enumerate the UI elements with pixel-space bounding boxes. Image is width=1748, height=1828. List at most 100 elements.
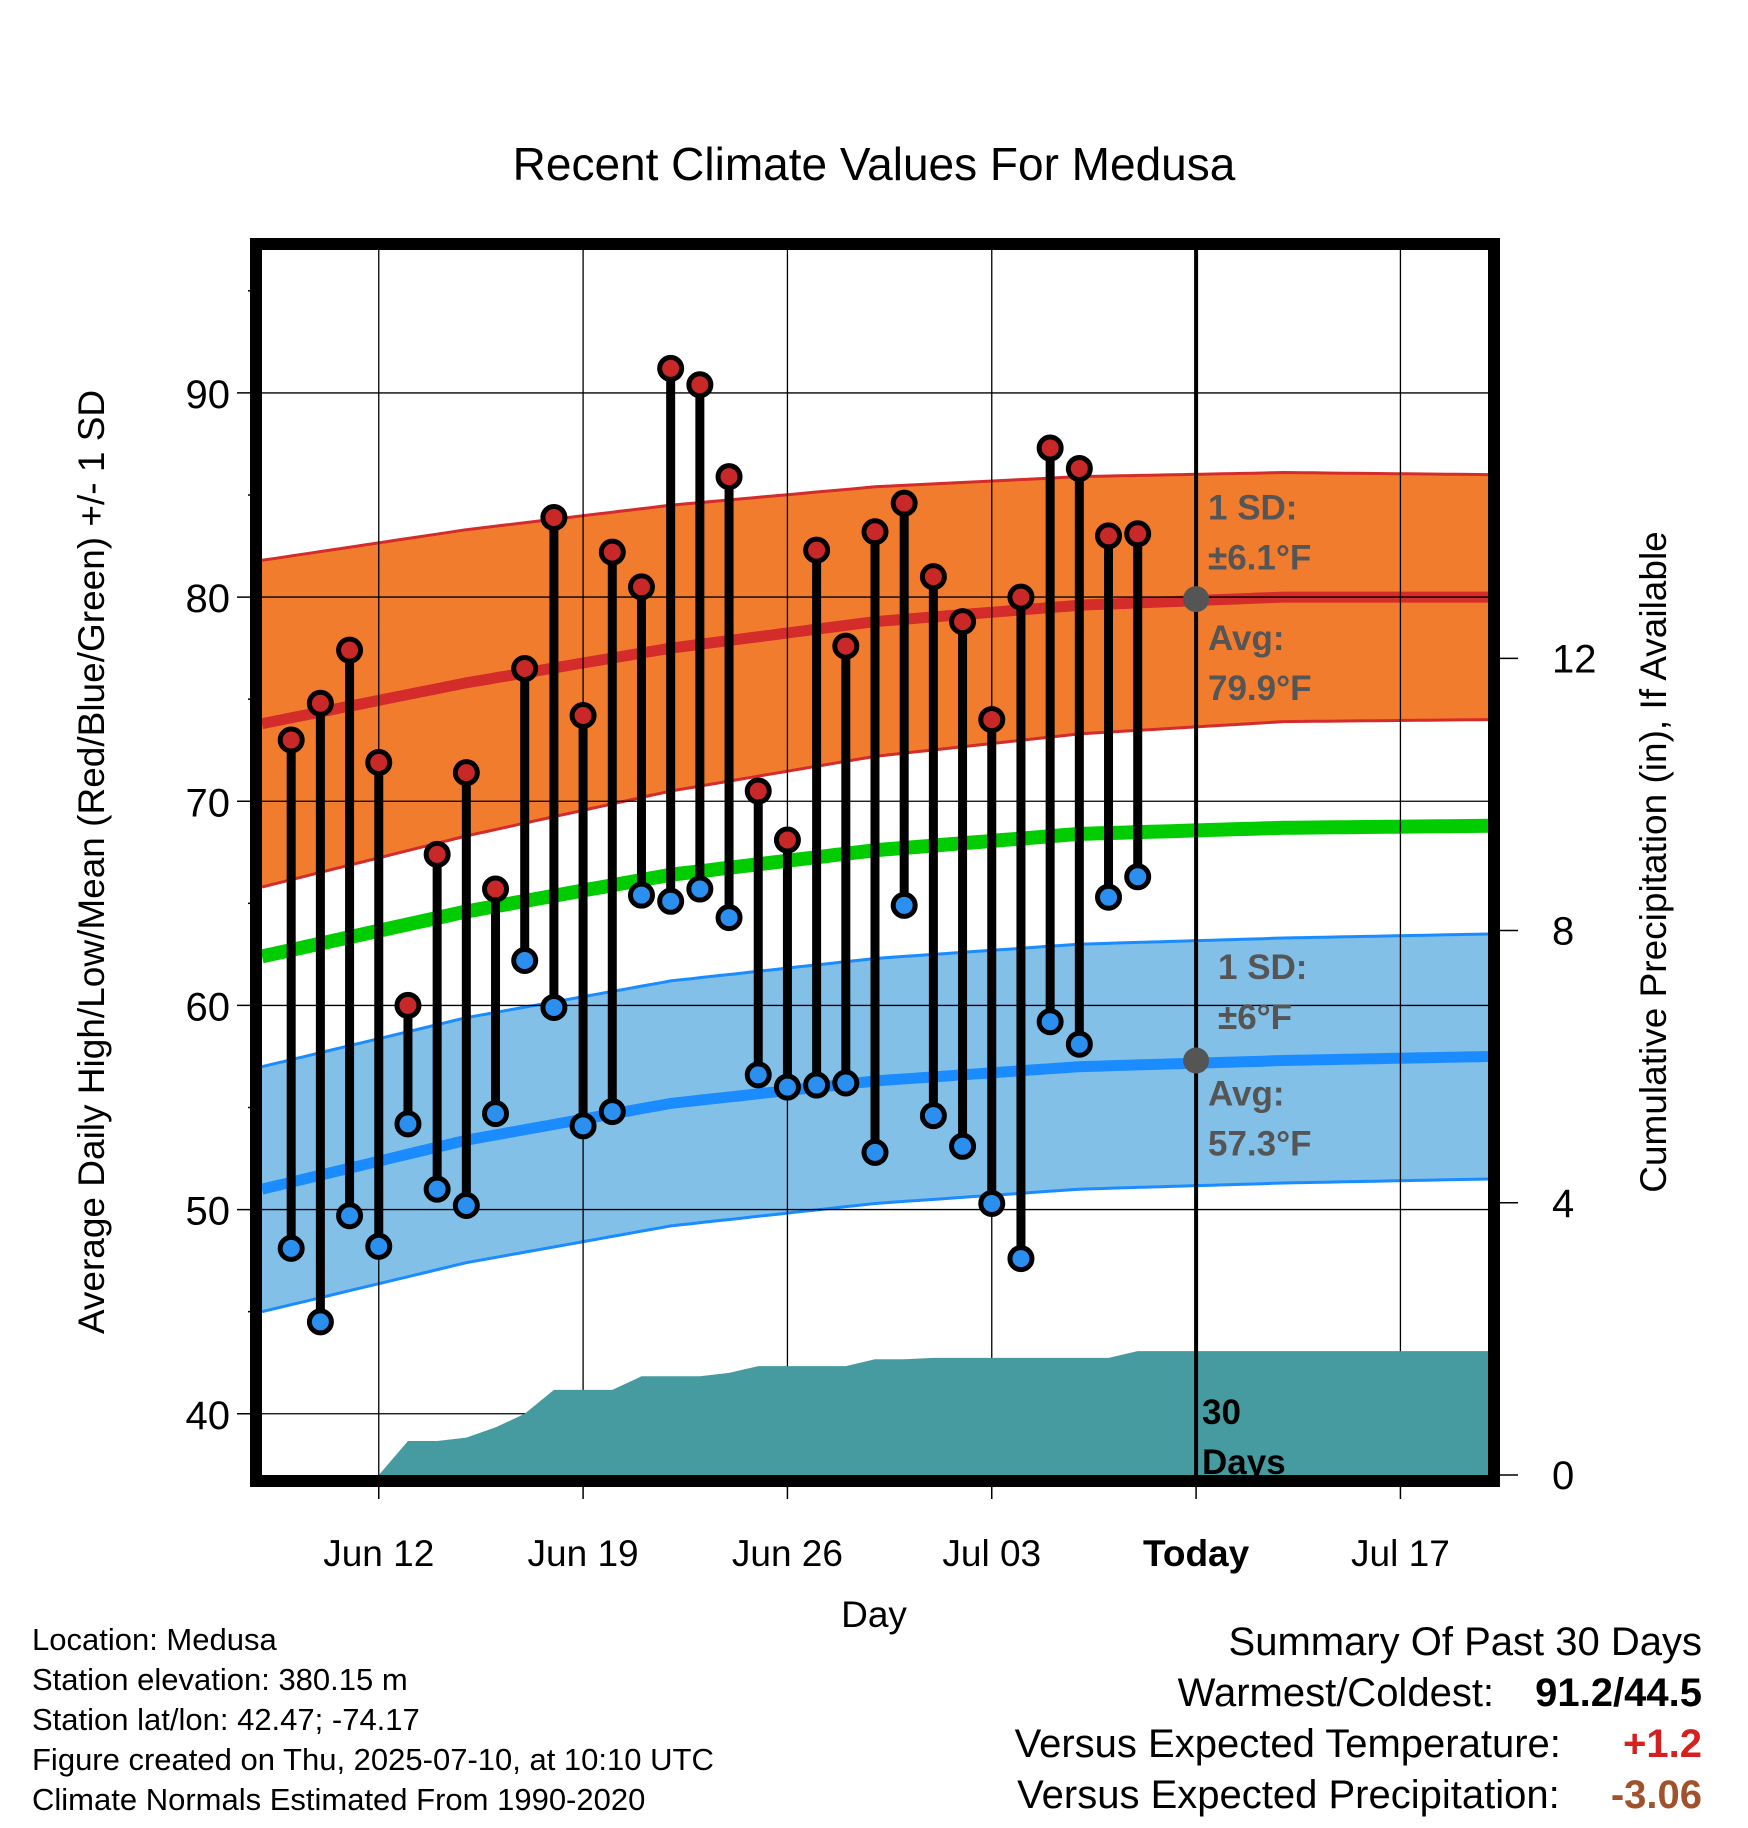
high-avg-annotation: Avg: — [1208, 619, 1284, 658]
x-tick-label: Jul 17 — [1351, 1533, 1450, 1574]
daily-high-point — [657, 354, 685, 382]
summary-panel: Summary Of Past 30 Days Warmest/Coldest:… — [1015, 1617, 1702, 1821]
daily-high-point — [482, 875, 510, 903]
today-high-avg-marker — [1183, 586, 1210, 613]
y2-axis-label: Cumulative Precipitation (in), If Availa… — [1633, 531, 1674, 1193]
daily-high-point — [277, 726, 305, 754]
x-tick-label: Jun 26 — [732, 1533, 843, 1574]
daily-high-point — [1007, 583, 1035, 611]
temp-versus-label: Versus Expected Temperature: — [1014, 1722, 1561, 1766]
precipitation-area — [262, 1351, 1488, 1475]
daily-high-point — [949, 608, 977, 636]
low-avg-annotation: Avg: — [1208, 1074, 1284, 1113]
location-text: Location: Medusa — [32, 1622, 277, 1657]
daily-low-point — [511, 947, 539, 974]
low-avg-annotation: 57.3°F — [1208, 1124, 1312, 1163]
daily-low-point — [423, 1175, 451, 1203]
daily-low-point — [598, 1098, 626, 1126]
temp-versus-value: +1.2 — [1623, 1722, 1702, 1766]
daily-high-point — [861, 518, 889, 546]
daily-low-point — [744, 1061, 772, 1089]
daily-high-point — [1036, 434, 1064, 462]
precip-versus-row: Versus Expected Precipitation: -3.06 — [1015, 1770, 1702, 1821]
precip-versus-label: Versus Expected Precipitation: — [1017, 1773, 1560, 1817]
annotations: 1 SD: ±6.1°F Avg: 79.9°F 1 SD: ±6°F Avg: 57.3°F… — [1202, 489, 1312, 1482]
daily-low-point — [306, 1308, 334, 1336]
axes: 40 50 60 70 80 90 0 4 8 12 Jun 12 Jun 19 Jun 26 Jul 0… — [186, 238, 1597, 1574]
daily-low-point — [1124, 863, 1152, 891]
summary-title: Summary Of Past 30 Days — [1228, 1620, 1702, 1664]
daily-low-point — [1007, 1245, 1035, 1273]
x-tick-label: Jul 03 — [942, 1533, 1041, 1574]
daily-high-point — [540, 503, 568, 531]
daily-high-point — [1124, 520, 1152, 548]
x-tick-label: Today — [1143, 1533, 1250, 1574]
daily-low-point — [978, 1189, 1006, 1217]
daily-low-point — [1065, 1030, 1093, 1058]
daily-high-point — [306, 689, 334, 717]
period-annotation: 30 — [1202, 1393, 1241, 1432]
low-sd-annotation: 1 SD: — [1218, 948, 1307, 987]
daily-high-point — [744, 777, 772, 805]
daily-low-point — [803, 1071, 831, 1099]
y-tick-label: 70 — [186, 781, 231, 825]
y-tick-label: 80 — [186, 577, 231, 621]
x-tick-label: Jun 12 — [323, 1533, 434, 1574]
daily-low-point — [482, 1100, 510, 1128]
daily-low-point — [715, 904, 743, 932]
warmest-coldest-value: 91.2/44.5 — [1535, 1671, 1702, 1715]
daily-low-point — [336, 1202, 364, 1230]
daily-marks — [277, 354, 1210, 1336]
daily-low-point — [890, 891, 918, 919]
low-sd-lower-line — [262, 1177, 1488, 1314]
daily-high-point — [1065, 454, 1093, 482]
daily-low-point — [394, 1110, 422, 1138]
today-low-avg-marker — [1183, 1047, 1210, 1074]
y2-tick-label: 12 — [1552, 637, 1597, 681]
y2-tick-label: 0 — [1552, 1454, 1574, 1498]
daily-high-point — [832, 632, 860, 660]
high-sd-upper-line — [262, 470, 1488, 562]
high-sd-annotation: 1 SD: — [1208, 489, 1297, 528]
daily-low-point — [832, 1069, 860, 1097]
daily-high-point — [569, 702, 597, 729]
elevation-text: Station elevation: 380.15 m — [32, 1662, 408, 1697]
daily-low-point — [773, 1073, 801, 1101]
high-avg-annotation: 79.9°F — [1208, 669, 1312, 708]
warmest-coldest-row: Warmest/Coldest: 91.2/44.5 — [1015, 1668, 1702, 1719]
daily-high-point — [336, 636, 364, 664]
daily-high-point — [365, 748, 393, 776]
daily-low-point — [569, 1112, 597, 1140]
temp-versus-row: Versus Expected Temperature: +1.2 — [1015, 1719, 1702, 1770]
daily-high-point — [627, 573, 655, 601]
normals-text: Climate Normals Estimated From 1990-2020 — [32, 1782, 646, 1817]
y2-tick-label: 4 — [1552, 1182, 1574, 1226]
daily-low-point — [861, 1138, 889, 1166]
daily-high-point — [598, 538, 626, 566]
daily-high-point — [511, 655, 539, 683]
daily-low-point — [627, 881, 655, 909]
created-text: Figure created on Thu, 2025-07-10, at 10… — [32, 1742, 714, 1777]
plot-frame — [250, 238, 1500, 1487]
latlon-text: Station lat/lon: 42.47; -74.17 — [32, 1702, 420, 1737]
y2-tick-label: 8 — [1552, 910, 1574, 954]
precip-versus-value: -3.06 — [1610, 1773, 1702, 1817]
daily-high-point — [919, 563, 947, 591]
daily-high-point — [1095, 522, 1123, 550]
plot-area — [262, 250, 1488, 1475]
daily-high-point — [715, 463, 743, 491]
daily-low-point — [1095, 883, 1123, 911]
daily-high-point — [394, 991, 422, 1019]
daily-high-point — [773, 826, 801, 854]
x-tick-label: Jun 19 — [528, 1533, 639, 1574]
warmest-coldest-label: Warmest/Coldest: — [1177, 1671, 1495, 1715]
daily-low-point — [365, 1232, 393, 1260]
daily-low-point — [949, 1132, 977, 1160]
chart-title: Recent Climate Values For Medusa — [513, 138, 1236, 190]
daily-high-point — [890, 489, 918, 517]
daily-high-point — [803, 536, 831, 564]
daily-low-point — [686, 875, 714, 903]
x-axis-label: Day — [841, 1594, 907, 1635]
low-sd-annotation: ±6°F — [1218, 998, 1292, 1037]
